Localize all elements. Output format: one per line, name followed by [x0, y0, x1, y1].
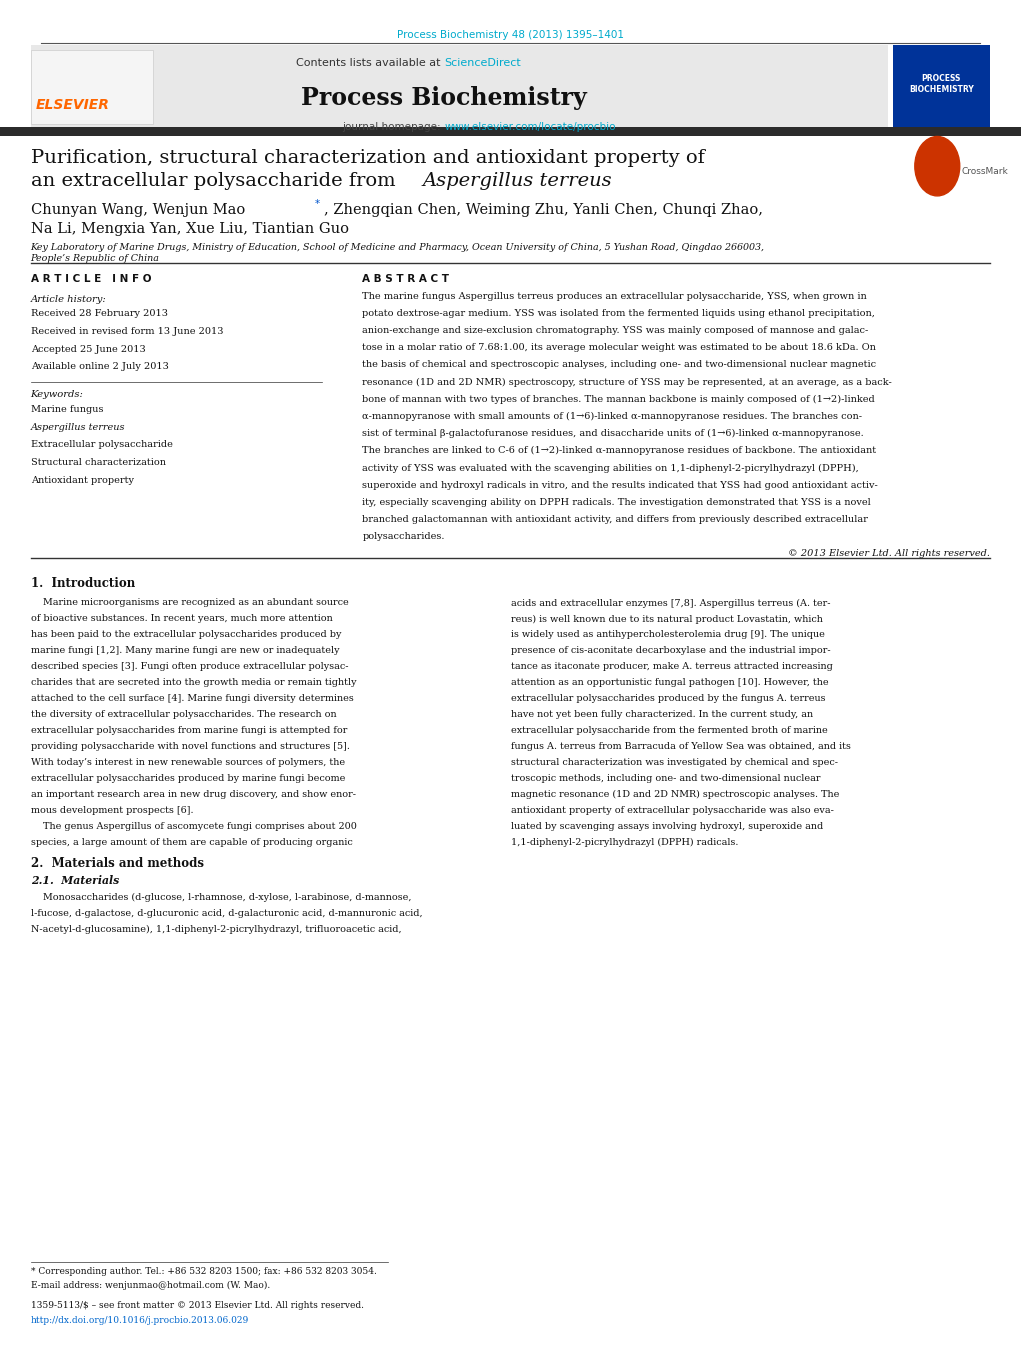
- Text: 1,1-diphenyl-2-picrylhydrazyl (DPPH) radicals.: 1,1-diphenyl-2-picrylhydrazyl (DPPH) rad…: [510, 838, 738, 847]
- Text: providing polysaccharide with novel functions and structures [5].: providing polysaccharide with novel func…: [31, 742, 349, 751]
- Text: Contents lists available at: Contents lists available at: [296, 58, 444, 69]
- Text: 2.  Materials and methods: 2. Materials and methods: [31, 857, 203, 870]
- Text: Structural characterization: Structural characterization: [31, 458, 165, 467]
- Text: ity, especially scavenging ability on DPPH radicals. The investigation demonstra: ity, especially scavenging ability on DP…: [362, 497, 871, 507]
- Text: anion-exchange and size-exclusion chromatography. YSS was mainly composed of man: anion-exchange and size-exclusion chroma…: [362, 326, 869, 335]
- Text: of bioactive substances. In recent years, much more attention: of bioactive substances. In recent years…: [31, 615, 333, 623]
- Text: Received in revised form 13 June 2013: Received in revised form 13 June 2013: [31, 327, 224, 336]
- Text: has been paid to the extracellular polysaccharides produced by: has been paid to the extracellular polys…: [31, 631, 341, 639]
- Text: have not yet been fully characterized. In the current study, an: have not yet been fully characterized. I…: [510, 711, 813, 719]
- Text: 1.  Introduction: 1. Introduction: [31, 577, 135, 590]
- Text: , Zhengqian Chen, Weiming Zhu, Yanli Chen, Chunqi Zhao,: , Zhengqian Chen, Weiming Zhu, Yanli Che…: [324, 203, 763, 216]
- Text: α-mannopyranose with small amounts of (1→6)-linked α-mannopyranose residues. The: α-mannopyranose with small amounts of (1…: [362, 412, 863, 422]
- Text: presence of cis-aconitate decarboxylase and the industrial impor-: presence of cis-aconitate decarboxylase …: [510, 646, 830, 655]
- Text: the basis of chemical and spectroscopic analyses, including one- and two-dimensi: the basis of chemical and spectroscopic …: [362, 361, 877, 369]
- Text: potato dextrose-agar medium. YSS was isolated from the fermented liquids using e: potato dextrose-agar medium. YSS was iso…: [362, 309, 875, 317]
- Text: tance as itaconate producer, make A. terreus attracted increasing: tance as itaconate producer, make A. ter…: [510, 662, 832, 671]
- Text: Key Laboratory of Marine Drugs, Ministry of Education, School of Medicine and Ph: Key Laboratory of Marine Drugs, Ministry…: [31, 243, 765, 253]
- Text: species, a large amount of them are capable of producing organic: species, a large amount of them are capa…: [31, 838, 352, 847]
- Text: The branches are linked to C-6 of (1→2)-linked α-mannopyranose residues of backb: The branches are linked to C-6 of (1→2)-…: [362, 446, 877, 455]
- Text: is widely used as antihypercholesterolemia drug [9]. The unique: is widely used as antihypercholesterolem…: [510, 631, 824, 639]
- Text: Article history:: Article history:: [31, 295, 106, 304]
- Text: an important research area in new drug discovery, and show enor-: an important research area in new drug d…: [31, 790, 355, 798]
- Text: fungus A. terreus from Barracuda of Yellow Sea was obtained, and its: fungus A. terreus from Barracuda of Yell…: [510, 742, 850, 751]
- Text: described species [3]. Fungi often produce extracellular polysac-: described species [3]. Fungi often produ…: [31, 662, 348, 671]
- Text: Available online 2 July 2013: Available online 2 July 2013: [31, 362, 168, 372]
- Text: CrossMark: CrossMark: [962, 168, 1009, 176]
- Text: structural characterization was investigated by chemical and spec-: structural characterization was investig…: [510, 758, 837, 767]
- Text: extracellular polysaccharides from marine fungi is attempted for: extracellular polysaccharides from marin…: [31, 725, 347, 735]
- Text: Chunyan Wang, Wenjun Mao: Chunyan Wang, Wenjun Mao: [31, 203, 245, 216]
- Text: attention as an opportunistic fungal pathogen [10]. However, the: attention as an opportunistic fungal pat…: [510, 678, 828, 688]
- Text: journal homepage:: journal homepage:: [342, 122, 444, 131]
- Text: *: *: [314, 199, 320, 208]
- FancyBboxPatch shape: [31, 50, 153, 124]
- Text: Aspergillus terreus: Aspergillus terreus: [31, 423, 126, 432]
- Text: ELSEVIER: ELSEVIER: [36, 99, 109, 112]
- Text: marine fungi [1,2]. Many marine fungi are new or inadequately: marine fungi [1,2]. Many marine fungi ar…: [31, 646, 339, 655]
- Text: branched galactomannan with antioxidant activity, and differs from previously de: branched galactomannan with antioxidant …: [362, 515, 868, 524]
- Text: http://dx.doi.org/10.1016/j.procbio.2013.06.029: http://dx.doi.org/10.1016/j.procbio.2013…: [31, 1316, 249, 1325]
- Text: luated by scavenging assays involving hydroxyl, superoxide and: luated by scavenging assays involving hy…: [510, 821, 823, 831]
- Text: PROCESS
BIOCHEMISTRY: PROCESS BIOCHEMISTRY: [909, 74, 974, 93]
- Text: Marine microorganisms are recognized as an abundant source: Marine microorganisms are recognized as …: [31, 598, 348, 608]
- FancyBboxPatch shape: [0, 127, 1021, 136]
- Text: bone of mannan with two types of branches. The mannan backbone is mainly compose: bone of mannan with two types of branche…: [362, 394, 875, 404]
- Text: Extracellular polysaccharide: Extracellular polysaccharide: [31, 440, 173, 450]
- Text: the diversity of extracellular polysaccharides. The research on: the diversity of extracellular polysacch…: [31, 711, 336, 719]
- Text: 2.1.  Materials: 2.1. Materials: [31, 875, 118, 886]
- Text: With today’s interest in new renewable sources of polymers, the: With today’s interest in new renewable s…: [31, 758, 345, 767]
- Text: Marine fungus: Marine fungus: [31, 405, 103, 415]
- Text: ScienceDirect: ScienceDirect: [444, 58, 521, 69]
- Text: mous development prospects [6].: mous development prospects [6].: [31, 805, 193, 815]
- Text: People’s Republic of China: People’s Republic of China: [31, 254, 159, 263]
- Text: resonance (1D and 2D NMR) spectroscopy, structure of YSS may be represented, at : resonance (1D and 2D NMR) spectroscopy, …: [362, 377, 892, 386]
- Text: Antioxidant property: Antioxidant property: [31, 476, 134, 485]
- Text: extracellular polysaccharide from the fermented broth of marine: extracellular polysaccharide from the fe…: [510, 725, 827, 735]
- Text: The marine fungus Aspergillus terreus produces an extracellular polysaccharide, : The marine fungus Aspergillus terreus pr…: [362, 292, 867, 301]
- Text: sist of terminal β-galactofuranose residues, and disaccharide units of (1→6)-lin: sist of terminal β-galactofuranose resid…: [362, 430, 864, 438]
- Text: Process Biochemistry: Process Biochemistry: [301, 86, 587, 111]
- Text: E-mail address: wenjunmao@hotmail.com (W. Mao).: E-mail address: wenjunmao@hotmail.com (W…: [31, 1281, 270, 1290]
- Text: A B S T R A C T: A B S T R A C T: [362, 274, 449, 284]
- Circle shape: [915, 136, 960, 196]
- Text: A R T I C L E   I N F O: A R T I C L E I N F O: [31, 274, 151, 284]
- Text: Received 28 February 2013: Received 28 February 2013: [31, 309, 167, 319]
- Text: © 2013 Elsevier Ltd. All rights reserved.: © 2013 Elsevier Ltd. All rights reserved…: [788, 549, 990, 558]
- Text: polysaccharides.: polysaccharides.: [362, 532, 445, 540]
- Text: Process Biochemistry 48 (2013) 1395–1401: Process Biochemistry 48 (2013) 1395–1401: [397, 30, 624, 39]
- Text: extracellular polysaccharides produced by the fungus A. terreus: extracellular polysaccharides produced b…: [510, 694, 825, 703]
- Text: Accepted 25 June 2013: Accepted 25 June 2013: [31, 345, 145, 354]
- Text: magnetic resonance (1D and 2D NMR) spectroscopic analyses. The: magnetic resonance (1D and 2D NMR) spect…: [510, 790, 839, 798]
- FancyBboxPatch shape: [893, 45, 990, 128]
- Text: activity of YSS was evaluated with the scavenging abilities on 1,1-diphenyl-2-pi: activity of YSS was evaluated with the s…: [362, 463, 860, 473]
- Text: tose in a molar ratio of 7.68:1.00, its average molecular weight was estimated t: tose in a molar ratio of 7.68:1.00, its …: [362, 343, 876, 353]
- Text: Na Li, Mengxia Yan, Xue Liu, Tiantian Guo: Na Li, Mengxia Yan, Xue Liu, Tiantian Gu…: [31, 222, 348, 235]
- Text: superoxide and hydroxyl radicals in vitro, and the results indicated that YSS ha: superoxide and hydroxyl radicals in vitr…: [362, 481, 878, 489]
- Text: Keywords:: Keywords:: [31, 390, 84, 400]
- Text: Aspergillus terreus: Aspergillus terreus: [423, 172, 613, 189]
- Text: Monosaccharides (d-glucose, l-rhamnose, d-xylose, l-arabinose, d-mannose,: Monosaccharides (d-glucose, l-rhamnose, …: [31, 893, 411, 902]
- Text: charides that are secreted into the growth media or remain tightly: charides that are secreted into the grow…: [31, 678, 356, 688]
- Text: www.elsevier.com/locate/procbio: www.elsevier.com/locate/procbio: [444, 122, 616, 131]
- Text: l-fucose, d-galactose, d-glucuronic acid, d-galacturonic acid, d-mannuronic acid: l-fucose, d-galactose, d-glucuronic acid…: [31, 909, 423, 917]
- Text: The genus Aspergillus of ascomycete fungi comprises about 200: The genus Aspergillus of ascomycete fung…: [31, 821, 356, 831]
- Text: reus) is well known due to its natural product Lovastatin, which: reus) is well known due to its natural p…: [510, 615, 822, 624]
- Text: N-acetyl-d-glucosamine), 1,1-diphenyl-2-picrylhydrazyl, trifluoroacetic acid,: N-acetyl-d-glucosamine), 1,1-diphenyl-2-…: [31, 925, 401, 934]
- Text: extracellular polysaccharides produced by marine fungi become: extracellular polysaccharides produced b…: [31, 774, 345, 782]
- Text: an extracellular polysaccharide from: an extracellular polysaccharide from: [31, 172, 401, 189]
- Text: attached to the cell surface [4]. Marine fungi diversity determines: attached to the cell surface [4]. Marine…: [31, 694, 353, 703]
- Text: acids and extracellular enzymes [7,8]. Aspergillus terreus (A. ter-: acids and extracellular enzymes [7,8]. A…: [510, 598, 830, 608]
- Text: Purification, structural characterization and antioxidant property of: Purification, structural characterizatio…: [31, 149, 704, 166]
- FancyBboxPatch shape: [31, 45, 888, 128]
- Text: troscopic methods, including one- and two-dimensional nuclear: troscopic methods, including one- and tw…: [510, 774, 820, 782]
- Text: * Corresponding author. Tel.: +86 532 8203 1500; fax: +86 532 8203 3054.: * Corresponding author. Tel.: +86 532 82…: [31, 1267, 377, 1277]
- Text: 1359-5113/$ – see front matter © 2013 Elsevier Ltd. All rights reserved.: 1359-5113/$ – see front matter © 2013 El…: [31, 1301, 363, 1310]
- Text: antioxidant property of extracellular polysaccharide was also eva-: antioxidant property of extracellular po…: [510, 805, 833, 815]
